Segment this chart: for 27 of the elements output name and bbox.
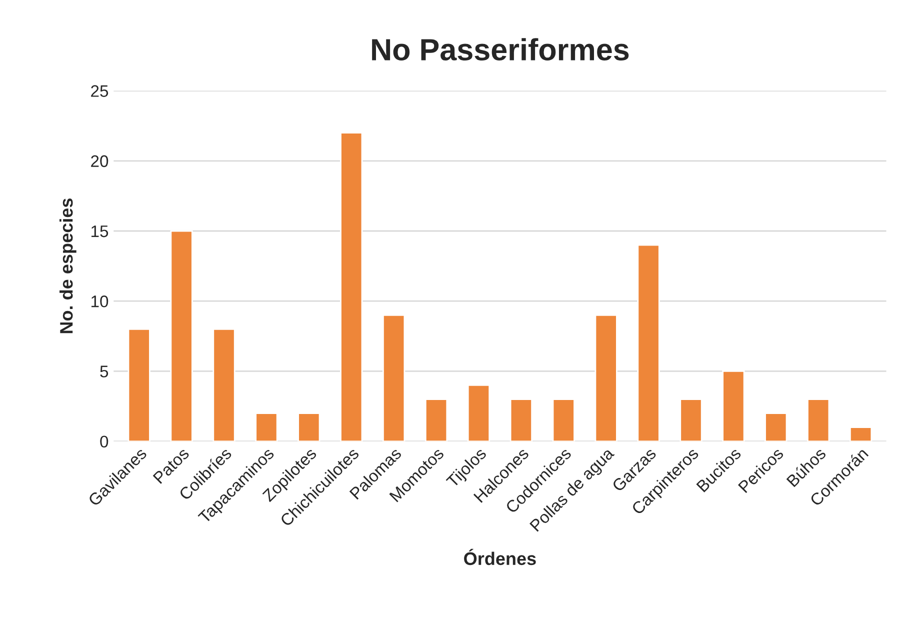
bar [340,132,363,442]
bar [552,398,575,442]
bar [807,398,830,442]
y-axis-title: No. de especies [60,198,76,334]
bar [170,230,193,442]
y-tick-label: 10 [92,296,108,308]
bar [467,384,490,442]
y-tick-label: 0 [100,436,108,448]
y-tick-label: 15 [92,226,108,238]
y-tick-label: 20 [91,155,108,168]
bar [764,412,788,442]
bar [424,398,448,442]
bar [510,398,532,442]
bar [849,426,872,442]
x-axis-title: Órdenes [464,548,536,566]
bar [382,314,406,442]
y-tick-label: 25 [91,85,108,97]
bar [128,328,150,442]
bar [722,370,745,442]
bar [255,412,278,442]
bar [212,328,236,442]
bar [680,398,702,442]
bar [298,412,320,442]
y-tick-label: 5 [100,366,108,378]
bar [637,244,660,442]
bar [594,314,618,442]
chart-title: No Passeriformes [372,38,629,61]
